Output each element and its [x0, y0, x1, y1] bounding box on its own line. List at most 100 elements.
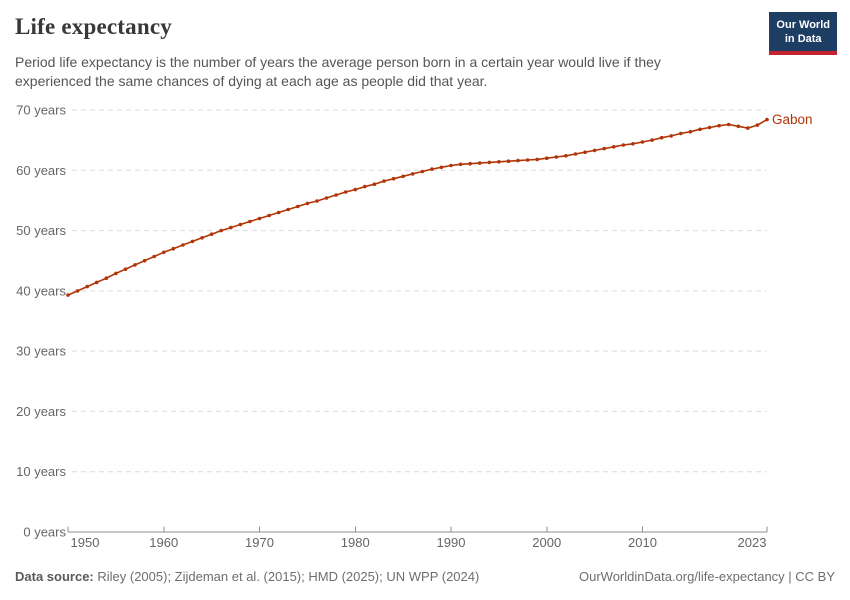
- y-axis-label: 0 years: [23, 525, 66, 540]
- data-point[interactable]: [401, 174, 405, 179]
- data-point[interactable]: [669, 134, 673, 138]
- data-point[interactable]: [142, 258, 147, 263]
- data-point[interactable]: [554, 155, 559, 159]
- owid-logo-line1: Our World: [776, 19, 830, 31]
- x-axis-label: 2010: [628, 535, 657, 550]
- x-axis-label: 2023: [738, 535, 767, 550]
- x-axis-label: 2000: [532, 535, 561, 550]
- data-point[interactable]: [363, 184, 367, 189]
- data-point[interactable]: [104, 276, 109, 281]
- data-point[interactable]: [162, 250, 166, 255]
- data-point[interactable]: [276, 210, 281, 215]
- data-point[interactable]: [123, 267, 128, 272]
- data-point[interactable]: [315, 199, 319, 203]
- data-point[interactable]: [133, 263, 137, 267]
- x-axis-label: 1970: [245, 535, 274, 550]
- data-point[interactable]: [583, 150, 587, 154]
- data-point[interactable]: [765, 117, 769, 122]
- data-point[interactable]: [602, 146, 606, 151]
- data-point[interactable]: [535, 157, 539, 162]
- data-point[interactable]: [85, 284, 89, 289]
- owid-url-license-link[interactable]: OurWorldinData.org/life-expectancy | CC …: [578, 569, 835, 584]
- data-point[interactable]: [726, 122, 731, 127]
- y-axis-label: 50 years: [16, 223, 66, 238]
- data-point[interactable]: [200, 236, 204, 240]
- data-point[interactable]: [372, 182, 377, 186]
- data-point[interactable]: [324, 196, 329, 200]
- data-point[interactable]: [353, 187, 358, 192]
- data-point[interactable]: [439, 165, 444, 170]
- data-point[interactable]: [698, 127, 702, 132]
- data-point[interactable]: [487, 160, 492, 165]
- data-point[interactable]: [171, 246, 176, 251]
- data-point[interactable]: [679, 131, 683, 136]
- data-point[interactable]: [746, 126, 750, 130]
- chart-title: Life expectancy: [15, 14, 172, 39]
- data-point[interactable]: [305, 201, 310, 206]
- data-point[interactable]: [717, 123, 721, 128]
- owid-logo[interactable]: Our World in Data: [769, 12, 837, 55]
- data-point[interactable]: [525, 158, 530, 162]
- data-point[interactable]: [248, 219, 252, 224]
- data-point[interactable]: [382, 179, 386, 183]
- data-point[interactable]: [506, 159, 511, 163]
- data-point[interactable]: [640, 140, 645, 144]
- data-point[interactable]: [516, 158, 520, 163]
- x-axis-label: 1990: [437, 535, 466, 550]
- data-point[interactable]: [209, 232, 214, 236]
- data-point[interactable]: [545, 156, 549, 160]
- data-point[interactable]: [410, 172, 415, 176]
- data-source-text: Riley (2005); Zijdeman et al. (2015); HM…: [93, 569, 480, 584]
- data-point[interactable]: [449, 163, 453, 168]
- series-end-label[interactable]: Gabon: [772, 112, 813, 127]
- series-line[interactable]: [67, 118, 768, 296]
- data-point[interactable]: [650, 138, 654, 142]
- data-point[interactable]: [573, 152, 578, 156]
- data-point[interactable]: [621, 143, 626, 147]
- data-point[interactable]: [612, 145, 616, 149]
- data-point[interactable]: [736, 124, 741, 129]
- y-axis-label: 10 years: [16, 464, 66, 479]
- data-point[interactable]: [631, 142, 635, 146]
- data-point[interactable]: [458, 162, 463, 167]
- data-point[interactable]: [688, 129, 693, 134]
- data-point[interactable]: [477, 161, 482, 165]
- data-point[interactable]: [257, 216, 262, 221]
- owid-logo-line2: in Data: [784, 33, 822, 46]
- data-point[interactable]: [497, 160, 501, 164]
- data-source-note: Data source: Riley (2005); Zijdeman et a…: [15, 569, 479, 584]
- data-point[interactable]: [238, 222, 243, 227]
- y-axis-label: 40 years: [16, 283, 66, 298]
- data-point[interactable]: [707, 125, 712, 130]
- data-point[interactable]: [564, 154, 568, 158]
- data-point[interactable]: [152, 254, 156, 259]
- data-point[interactable]: [219, 228, 223, 233]
- data-point[interactable]: [66, 293, 70, 297]
- y-axis-label: 70 years: [16, 103, 66, 118]
- data-point[interactable]: [190, 239, 195, 244]
- y-axis-label: 30 years: [16, 344, 66, 359]
- data-point[interactable]: [181, 243, 185, 247]
- data-point[interactable]: [468, 161, 473, 166]
- y-axis-label: 60 years: [16, 163, 66, 178]
- data-point[interactable]: [75, 289, 80, 293]
- chart-subtitle: Period life expectancy is the number of …: [15, 54, 661, 89]
- data-point[interactable]: [296, 204, 300, 209]
- data-point[interactable]: [391, 176, 396, 181]
- data-point[interactable]: [755, 123, 760, 127]
- x-axis-label: 1960: [149, 535, 178, 550]
- data-point[interactable]: [114, 271, 118, 276]
- data-point[interactable]: [430, 167, 434, 171]
- data-point[interactable]: [334, 193, 338, 197]
- data-point[interactable]: [267, 213, 271, 218]
- data-point[interactable]: [592, 148, 597, 153]
- data-point[interactable]: [343, 190, 348, 194]
- y-axis-label: 20 years: [16, 404, 66, 419]
- data-point[interactable]: [94, 280, 99, 285]
- data-point[interactable]: [420, 169, 425, 174]
- data-point[interactable]: [659, 135, 664, 140]
- data-point[interactable]: [286, 207, 291, 212]
- data-point[interactable]: [229, 225, 233, 230]
